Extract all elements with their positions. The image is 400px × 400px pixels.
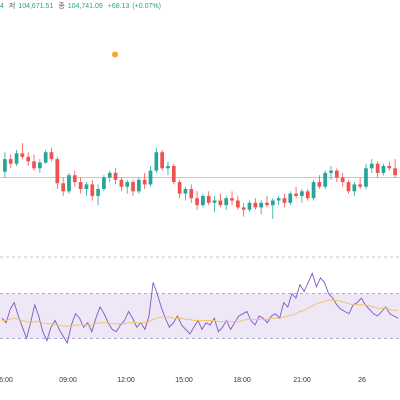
rsi-pane[interactable] <box>0 256 400 345</box>
candle-body <box>148 170 153 185</box>
candle-body <box>375 163 380 173</box>
time-tick-label: 26 <box>358 377 366 384</box>
candle-body <box>26 156 31 162</box>
candle-body <box>113 172 118 180</box>
candle-body <box>323 172 328 187</box>
candle-body <box>206 195 211 203</box>
time-axis: 06:00 09:00 12:00 15:00 18:00 21:00 26 <box>0 377 366 384</box>
candle-body <box>288 193 293 203</box>
candle-body <box>154 152 159 171</box>
candle-body <box>276 198 281 201</box>
candle-body <box>311 182 316 199</box>
candle-body <box>37 162 42 169</box>
event-marker-dot <box>112 51 118 58</box>
candle-body <box>235 200 240 208</box>
candle-body <box>247 202 252 210</box>
candle-body <box>300 191 304 196</box>
candle-body <box>259 202 264 208</box>
candle-body <box>358 184 363 187</box>
candle-body <box>67 175 71 192</box>
candle-body <box>119 179 124 187</box>
rsi-line <box>1 272 399 345</box>
candle-body <box>160 152 165 169</box>
candle-body <box>61 183 66 192</box>
candle-body <box>189 189 194 199</box>
ohlc-close-value: 104,741.09 <box>67 3 103 10</box>
candle-body <box>183 189 188 194</box>
rsi-ma-line <box>2 299 398 327</box>
ohlc-low-value: 104,671.51 <box>18 3 54 10</box>
time-tick-label: 09:00 <box>59 377 77 384</box>
candle-body <box>346 182 351 192</box>
candle-body <box>352 184 357 192</box>
candle-body <box>8 159 13 164</box>
candle-body <box>218 200 223 206</box>
candle-body <box>317 182 322 187</box>
price-pane[interactable] <box>0 51 400 219</box>
candle-body <box>393 168 397 176</box>
candle-body <box>305 191 310 199</box>
ohlc-close-key: 종 <box>58 3 65 10</box>
candle-body <box>78 182 83 189</box>
ohlc-change: +68.13 <box>107 3 130 10</box>
candle-body <box>241 207 246 210</box>
candle-body <box>212 200 217 203</box>
candle-body <box>49 152 54 160</box>
candle-body <box>294 193 298 196</box>
candle-body <box>364 168 368 187</box>
candle-body <box>253 202 258 208</box>
ohlc-legend: 4 저 104,671.51 종 104,741.09 +68.13 (+0.07%) <box>0 0 400 14</box>
candle-body <box>369 163 374 169</box>
candle-body <box>142 179 147 185</box>
candle-body <box>96 189 100 196</box>
candle-body <box>334 170 339 178</box>
candle-body <box>72 175 77 183</box>
candle-body <box>282 198 287 203</box>
candle-body <box>177 182 182 194</box>
candle-body <box>381 166 386 173</box>
time-tick-label: 21:00 <box>293 377 311 384</box>
candle-body <box>329 170 333 173</box>
candle-body <box>14 153 19 164</box>
candle-body <box>20 153 25 157</box>
time-tick-label: 06:00 <box>0 377 13 384</box>
candle-body <box>125 182 130 187</box>
candle-body <box>171 166 176 183</box>
candle-body <box>107 172 112 178</box>
candle-body <box>32 161 36 169</box>
ohlc-prefix: 4 <box>0 3 4 10</box>
candle-body <box>387 166 392 169</box>
ohlc-low-key: 저 <box>8 3 16 10</box>
time-tick-label: 18:00 <box>233 377 251 384</box>
candle-body <box>195 198 199 206</box>
candle-body <box>270 200 275 206</box>
candle-body <box>84 184 89 189</box>
ohlc-change-pct: (+0.07%) <box>132 3 161 10</box>
rsi-band <box>0 293 400 339</box>
candle-body <box>102 177 106 189</box>
candle-body <box>340 177 345 183</box>
candle-body <box>166 166 170 169</box>
candle-body <box>201 195 205 206</box>
candle-body <box>131 182 135 192</box>
candle-body <box>230 198 234 201</box>
candle-body <box>90 184 95 196</box>
candle-body <box>55 159 60 184</box>
candle-body <box>224 198 229 206</box>
candle-body <box>43 152 48 163</box>
time-tick-label: 12:00 <box>117 377 135 384</box>
candle-body <box>136 179 141 192</box>
candle-body <box>3 159 7 172</box>
time-tick-label: 15:00 <box>175 377 193 384</box>
candle-body <box>265 202 269 206</box>
